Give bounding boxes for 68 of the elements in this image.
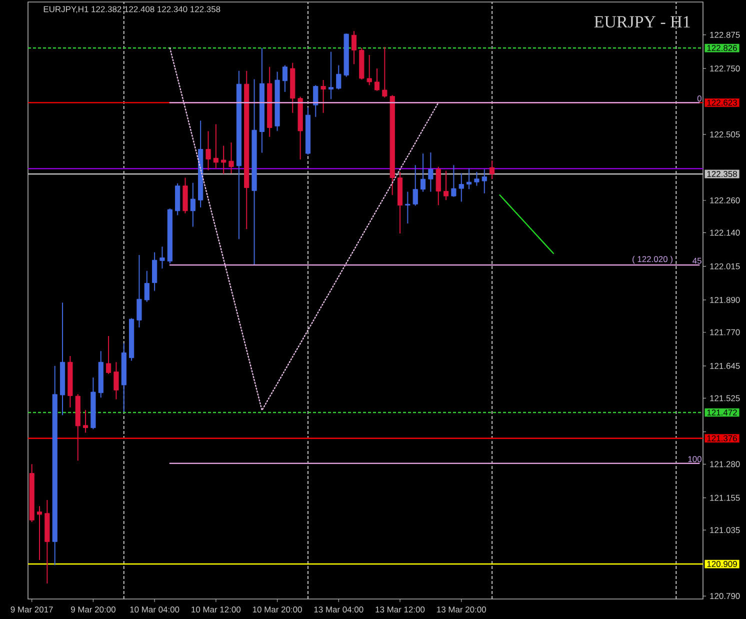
- candlestick: [213, 124, 218, 169]
- y-tick-label: 121.645: [710, 362, 740, 369]
- y-tick-label: 122.015: [710, 263, 740, 270]
- ref-line-label: 122.358: [707, 171, 737, 177]
- ref-line-label: 120.909: [707, 561, 737, 567]
- candlestick: [228, 142, 234, 174]
- y-tick-label: 122.140: [710, 230, 740, 236]
- candlestick: [320, 80, 326, 114]
- y-tick-label: 122.505: [710, 131, 740, 138]
- y-tick-label: 122.875: [710, 32, 740, 38]
- candlestick: [474, 171, 480, 186]
- y-tick-label: 121.035: [710, 527, 740, 534]
- ref-line-label: 121.472: [707, 410, 737, 416]
- x-tick-label: 13 Mar 20:00: [437, 606, 486, 613]
- candlestick: [451, 164, 456, 198]
- candlestick: [82, 410, 88, 434]
- annotation: ( 122.020 ): [632, 256, 672, 264]
- candlestick: [420, 153, 426, 192]
- candlestick: [374, 68, 380, 92]
- y-tick-label: 121.525: [710, 395, 740, 402]
- ref-line-label: 121.376: [707, 435, 737, 442]
- candlestick: [144, 270, 150, 302]
- annotation: 45: [692, 258, 702, 264]
- y-tick-label: 121.155: [710, 494, 740, 501]
- y-tick-label: 120.790: [710, 593, 740, 600]
- candlestick: [405, 191, 410, 224]
- candlestick: [328, 51, 334, 100]
- text: EURJPY - H1: [594, 16, 690, 28]
- y-tick-label: 122.260: [710, 197, 740, 204]
- candlestick: [114, 362, 119, 400]
- candlestick: [382, 46, 388, 98]
- x-tick-label: 9 Mar 2017: [10, 606, 53, 613]
- ref-line-label: 122.623: [707, 100, 737, 106]
- ref-line-label: 122.826: [707, 45, 737, 52]
- candlestick: [136, 254, 142, 328]
- candlestick: [443, 170, 449, 201]
- candlestick: [221, 145, 226, 174]
- candlestick: [351, 30, 357, 65]
- candlestick: [428, 152, 434, 192]
- x-tick-label: 13 Mar 04:00: [314, 606, 364, 613]
- annotation: 100: [688, 456, 702, 462]
- candlestick: [458, 172, 464, 202]
- candlestick: [206, 130, 211, 171]
- candlestick: [282, 64, 288, 92]
- candlestick: [106, 336, 112, 374]
- candlestick: [152, 252, 158, 292]
- x-tick-label: 10 Mar 04:00: [130, 606, 180, 613]
- candlestick: [366, 54, 372, 86]
- candlestick: [466, 168, 472, 190]
- candlestick: [160, 246, 165, 269]
- chart-title: EURJPY,H1 122.382 122.408 122.340 122.358: [44, 6, 220, 14]
- candlestick: [36, 506, 42, 560]
- candlestick: [482, 168, 487, 194]
- candlestick: [412, 164, 418, 206]
- y-tick-label: 121.890: [710, 296, 740, 303]
- x-tick-label: 13 Mar 12:00: [376, 606, 425, 613]
- y-tick-label: 121.770: [710, 329, 740, 336]
- x-tick-label: 10 Mar 20:00: [252, 606, 302, 613]
- y-tick-label: 122.750: [710, 65, 740, 72]
- x-tick-label: 9 Mar 20:00: [70, 606, 116, 613]
- candlestick: [336, 64, 342, 90]
- x-tick-label: 10 Mar 12:00: [192, 606, 241, 613]
- candlestick: [436, 166, 441, 206]
- candlestick: [313, 84, 318, 118]
- candlestick: [490, 160, 495, 180]
- candlestick: [190, 182, 196, 228]
- annotation: 0: [697, 95, 702, 102]
- y-tick-label: 121.280: [710, 461, 740, 468]
